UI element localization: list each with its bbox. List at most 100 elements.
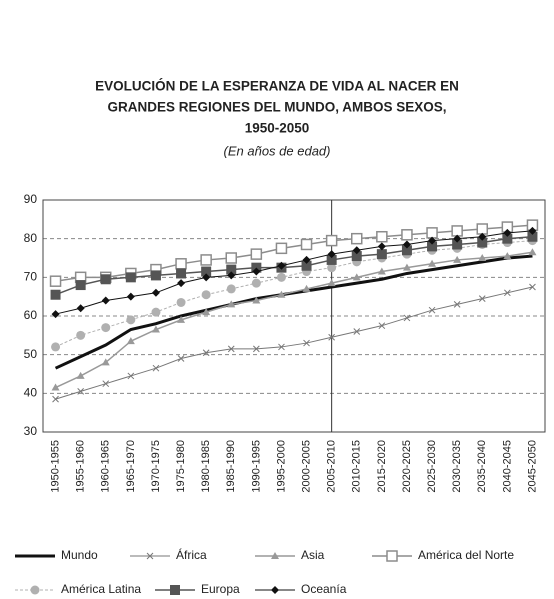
marker — [401, 245, 412, 256]
marker — [52, 395, 59, 403]
x-tick-label: 2045-2050 — [526, 440, 538, 493]
x-tick-label: 2015-2020 — [376, 440, 388, 493]
marker — [202, 273, 211, 282]
legend-marker — [146, 552, 154, 560]
x-tick-label: 2030-2035 — [451, 440, 463, 493]
marker — [377, 267, 386, 275]
y-tick-label: 80 — [24, 231, 38, 245]
marker — [453, 255, 462, 263]
marker — [402, 240, 411, 249]
x-tick-label: 2025-2030 — [426, 440, 438, 493]
marker — [301, 260, 312, 271]
marker — [150, 270, 161, 281]
marker — [327, 279, 336, 287]
x-tick-label: 1960-1965 — [100, 440, 112, 493]
marker — [275, 242, 288, 255]
marker — [49, 275, 62, 287]
marker — [302, 284, 311, 292]
marker — [75, 280, 86, 291]
marker — [377, 242, 386, 251]
marker — [51, 310, 60, 319]
marker — [126, 337, 135, 345]
marker — [327, 250, 336, 259]
marker — [276, 272, 286, 282]
x-tick-label: 1980-1985 — [200, 440, 212, 493]
marker — [177, 315, 186, 323]
marker — [151, 288, 160, 297]
y-tick-label: 70 — [24, 270, 38, 284]
marker — [277, 290, 286, 298]
marker — [528, 248, 537, 256]
marker — [376, 230, 388, 243]
marker — [175, 258, 187, 270]
marker — [126, 292, 135, 301]
legend-marker — [271, 586, 279, 594]
marker — [227, 345, 235, 353]
marker — [476, 223, 488, 235]
marker — [353, 328, 361, 335]
marker — [376, 249, 387, 260]
marker — [226, 284, 236, 294]
marker — [125, 272, 136, 283]
legend-label: Europa — [201, 582, 240, 596]
marker — [478, 254, 487, 261]
marker — [428, 236, 437, 245]
marker — [127, 372, 135, 380]
marker — [200, 254, 212, 266]
marker — [401, 229, 413, 241]
marker — [101, 323, 111, 333]
marker — [201, 290, 211, 300]
marker — [50, 289, 61, 300]
legend-marker — [271, 552, 279, 559]
x-tick-label: 2035-2040 — [476, 440, 488, 493]
x-tick-label: 1965-1970 — [125, 440, 137, 493]
marker — [151, 307, 161, 317]
marker — [100, 274, 111, 285]
marker — [101, 358, 110, 366]
chart-title: GRANDES REGIONES DEL MUNDO, AMBOS SEXOS, — [107, 100, 446, 115]
marker — [225, 252, 237, 264]
x-tick-label: 1970-1975 — [150, 440, 162, 493]
marker — [503, 228, 512, 237]
marker — [176, 268, 187, 279]
x-tick-label: 1975-1980 — [175, 440, 187, 493]
marker — [453, 301, 461, 308]
marker — [51, 342, 61, 352]
marker — [126, 315, 136, 325]
x-tick-label: 2000-2005 — [300, 440, 312, 493]
chart-title: EVOLUCIÓN DE LA ESPERANZA DE VIDA AL NAC… — [95, 79, 459, 94]
marker — [251, 278, 261, 288]
legend-label: América del Norte — [418, 548, 514, 562]
marker — [428, 259, 437, 267]
marker — [250, 248, 263, 260]
y-tick-label: 40 — [24, 386, 38, 400]
x-tick-label: 1950-1955 — [49, 440, 61, 493]
x-tick-label: 1990-1995 — [250, 440, 262, 493]
marker — [51, 383, 60, 391]
series-line — [55, 230, 533, 315]
series-line — [55, 286, 533, 400]
marker — [352, 246, 361, 255]
marker — [351, 232, 363, 245]
marker — [76, 371, 85, 379]
marker — [426, 227, 438, 239]
marker — [451, 225, 463, 237]
legend-marker — [386, 550, 398, 562]
series-line — [55, 251, 533, 389]
marker — [227, 300, 236, 308]
marker — [477, 237, 488, 248]
y-tick-label: 60 — [24, 308, 38, 322]
marker — [202, 308, 211, 316]
marker — [351, 251, 362, 262]
marker — [403, 314, 411, 322]
marker — [502, 233, 513, 244]
marker — [327, 263, 337, 273]
marker — [151, 325, 160, 333]
marker — [76, 304, 85, 313]
legend-marker — [30, 585, 40, 595]
marker — [503, 252, 512, 260]
marker — [176, 297, 186, 307]
legend-label: Asia — [301, 548, 325, 562]
marker — [503, 289, 511, 297]
